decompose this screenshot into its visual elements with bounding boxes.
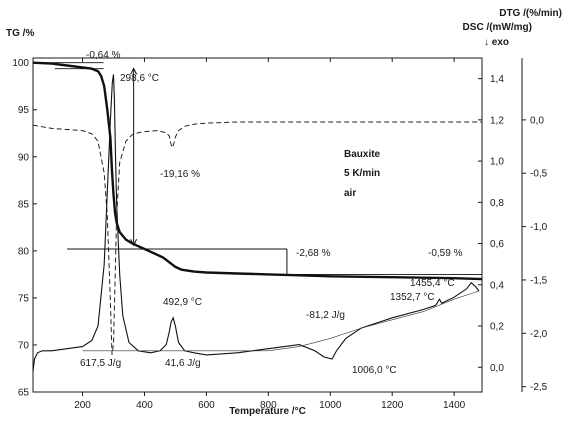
tg-tick-label: 85 bbox=[18, 199, 30, 210]
dsc-axis-title: DSC /(mW/mg) bbox=[463, 22, 532, 33]
annotation-label: 492,9 °C bbox=[163, 297, 202, 308]
tg-tick-label: 75 bbox=[18, 293, 30, 304]
legend-text: Bauxite bbox=[344, 149, 381, 160]
dtg-axis-title: DTG /(%/min) bbox=[499, 8, 562, 19]
annotation-label: -0,64 % bbox=[86, 50, 121, 61]
dsc-tick-label: 1,0 bbox=[490, 157, 504, 168]
dsc-exo-indicator: ↓ exo bbox=[484, 37, 509, 48]
annotation-label: 298,6 °C bbox=[120, 73, 159, 84]
dsc-tick-label: 0,8 bbox=[490, 198, 504, 209]
annotation-label: -19,16 % bbox=[160, 169, 200, 180]
dtg-tick-label: -2,0 bbox=[530, 329, 548, 340]
annotation-label: 41,6 J/g bbox=[165, 358, 201, 369]
legend-text: air bbox=[344, 188, 356, 199]
series-dsc-baseline bbox=[82, 290, 479, 352]
tg-tick-label: 70 bbox=[18, 340, 30, 351]
annotation-label: 1455,4 °C bbox=[410, 278, 455, 289]
dsc-tick-label: 0,0 bbox=[490, 363, 504, 374]
x-tick-label: 200 bbox=[74, 400, 91, 411]
dsc-tick-label: 0,4 bbox=[490, 280, 504, 291]
x-tick-label: 1000 bbox=[319, 400, 342, 411]
tg-tick-label: 95 bbox=[18, 105, 30, 116]
series-tg bbox=[32, 61, 483, 281]
x-axis-title: Temperature /°C bbox=[229, 406, 306, 417]
x-tick-label: 1200 bbox=[381, 400, 404, 411]
legend-text: 5 K/min bbox=[344, 168, 380, 179]
dsc-tick-label: 0,2 bbox=[490, 322, 504, 333]
annotation-label: -2,68 % bbox=[296, 248, 331, 259]
dtg-tick-label: -2,5 bbox=[530, 382, 548, 393]
x-tick-label: 1400 bbox=[443, 400, 466, 411]
tg-axis-title: TG /% bbox=[6, 28, 34, 39]
dsc-tick-label: 1,2 bbox=[490, 115, 504, 126]
tg-tick-label: 100 bbox=[12, 58, 29, 69]
series-dsc bbox=[32, 74, 480, 372]
plot-frame bbox=[32, 57, 483, 393]
dtg-tick-label: -1,0 bbox=[530, 222, 548, 233]
tg-tick-label: 80 bbox=[18, 246, 30, 257]
dtg-tick-label: 0,0 bbox=[530, 115, 544, 126]
tg-tick-label: 90 bbox=[18, 152, 30, 163]
annotation-label: 1006,0 °C bbox=[352, 365, 397, 376]
annotation-label: 617,5 J/g bbox=[80, 358, 121, 369]
x-tick-label: 400 bbox=[136, 400, 153, 411]
annotation-label: -81,2 J/g bbox=[306, 310, 345, 321]
dsc-tick-label: 0,6 bbox=[490, 239, 504, 250]
annotation-label: 1352,7 °C bbox=[390, 292, 435, 303]
dtg-tick-label: -0,5 bbox=[530, 169, 548, 180]
x-tick-label: 600 bbox=[198, 400, 215, 411]
mass-loss-arrowhead-top bbox=[130, 67, 138, 75]
x-tick-label: 800 bbox=[260, 400, 277, 411]
tg-tick-label: 65 bbox=[18, 388, 30, 399]
dsc-tick-label: 1,4 bbox=[490, 74, 504, 85]
annotation-label: -0,59 % bbox=[428, 248, 463, 259]
series-dtg bbox=[32, 121, 482, 355]
dtg-tick-label: -1,5 bbox=[530, 275, 548, 286]
mass-loss-arrowhead-bottom bbox=[130, 239, 138, 247]
